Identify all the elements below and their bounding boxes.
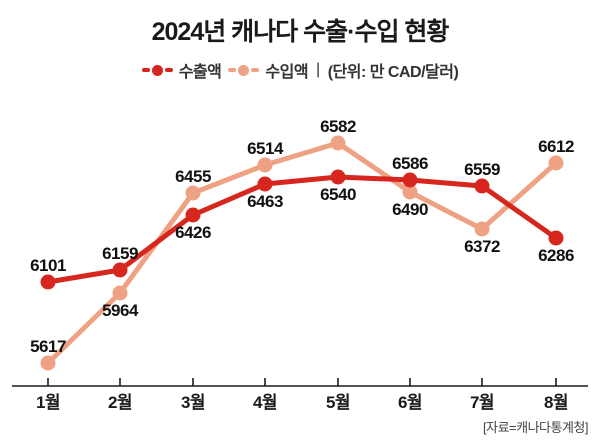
data-label: 6586 bbox=[392, 154, 428, 173]
data-point-export bbox=[474, 178, 490, 194]
x-axis-label: 7월 bbox=[470, 393, 494, 412]
data-label: 6490 bbox=[392, 200, 428, 219]
x-axis-label: 5월 bbox=[326, 393, 350, 412]
export-series-marker-icon bbox=[141, 64, 173, 76]
x-axis-label: 6월 bbox=[398, 393, 422, 412]
data-label: 6372 bbox=[464, 237, 500, 256]
series-line-import bbox=[45, 140, 559, 366]
data-label: 6540 bbox=[320, 185, 356, 204]
series-line-export bbox=[45, 174, 559, 285]
data-point-import bbox=[548, 155, 564, 171]
legend-item-export: 수출액 bbox=[141, 58, 222, 82]
data-point-export bbox=[330, 169, 346, 185]
data-point-export bbox=[257, 176, 273, 192]
x-axis-label: 8월 bbox=[544, 393, 568, 412]
data-point-export bbox=[112, 262, 128, 278]
unit-note: (단위: 만 CAD/달러) bbox=[327, 64, 459, 81]
data-point-import bbox=[112, 285, 128, 301]
data-label: 6455 bbox=[175, 167, 211, 186]
legend-item-import: 수입액 bbox=[228, 58, 309, 82]
data-label: 6463 bbox=[247, 192, 283, 211]
data-point-import bbox=[402, 184, 418, 200]
data-label: 6582 bbox=[320, 117, 356, 136]
x-axis-label: 4월 bbox=[253, 393, 277, 412]
data-point-export bbox=[402, 172, 418, 188]
data-label: 6559 bbox=[464, 160, 500, 179]
data-point-import bbox=[185, 185, 201, 201]
data-point-export bbox=[185, 207, 201, 223]
chart-title: 2024년 캐나다 수출·수입 현황 bbox=[151, 18, 450, 46]
data-point-export bbox=[40, 274, 56, 290]
data-label: 6159 bbox=[102, 244, 138, 263]
data-label: 6514 bbox=[247, 139, 284, 158]
x-axis-label: 2월 bbox=[108, 393, 132, 412]
data-point-import bbox=[330, 135, 346, 151]
legend-import-label: 수입액 bbox=[265, 64, 309, 81]
legend: 수출액 수입액 | (단위: 만 CAD/달러) bbox=[0, 58, 600, 82]
data-label: 6612 bbox=[538, 137, 574, 156]
legend-export-label: 수출액 bbox=[178, 64, 222, 81]
legend-separator: | bbox=[316, 61, 320, 78]
data-label: 5964 bbox=[102, 301, 139, 320]
data-label: 6101 bbox=[30, 256, 66, 275]
data-label: 6426 bbox=[175, 223, 211, 242]
data-point-import bbox=[257, 157, 273, 173]
data-label: 6286 bbox=[538, 246, 574, 265]
import-series-marker-icon bbox=[228, 64, 260, 76]
source-note: [자료=캐나다통계청] bbox=[483, 420, 589, 435]
data-point-import bbox=[474, 221, 490, 237]
x-axis-label: 1월 bbox=[36, 393, 60, 412]
data-point-import bbox=[40, 355, 56, 371]
data-point-export bbox=[548, 230, 564, 246]
data-label: 5617 bbox=[30, 337, 66, 356]
x-axis-label: 3월 bbox=[181, 393, 205, 412]
